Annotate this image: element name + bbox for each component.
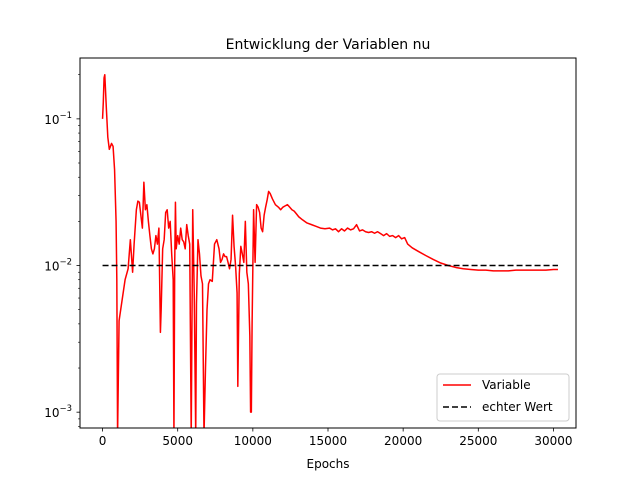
x-tick-label: 0	[99, 434, 107, 448]
x-axis: 0 5000 10000 15000 20000 25000 30000	[99, 428, 573, 448]
x-tick-label: 5000	[162, 434, 193, 448]
y-tick-label: 10−1	[44, 111, 72, 127]
x-axis-label: Epochs	[307, 457, 350, 471]
x-tick-label: 25000	[459, 434, 497, 448]
chart-title: Entwicklung der Variablen nu	[226, 37, 431, 53]
legend-label-variable: Variable	[482, 378, 531, 392]
legend: Variable echter Wert	[436, 373, 570, 422]
series-line-variable	[101, 73, 558, 428]
x-tick-label: 10000	[234, 434, 272, 448]
series-layer	[101, 73, 558, 428]
y-tick-label: 10−2	[44, 258, 72, 274]
y-tick-label: 10−3	[44, 404, 72, 420]
x-tick-label: 30000	[534, 434, 572, 448]
y-axis: 10−3 10−2 10−1	[44, 74, 80, 427]
x-tick-label: 15000	[309, 434, 347, 448]
legend-label-echter-wert: echter Wert	[482, 400, 553, 414]
x-tick-label: 20000	[384, 434, 422, 448]
